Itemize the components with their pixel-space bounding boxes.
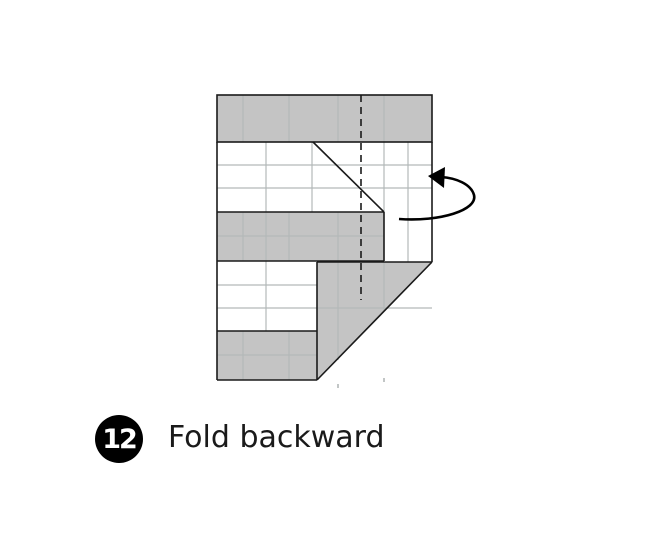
grey-band-top: [217, 95, 432, 142]
curved-arrow-backward-icon: [398, 167, 476, 221]
step-number: 12: [102, 423, 138, 455]
crease-grid: [217, 95, 432, 380]
paper-outline: [216, 94, 433, 381]
step-instruction: Fold backward: [168, 420, 385, 455]
step-number-badge: 12: [95, 415, 143, 463]
tick-marks: [337, 378, 385, 388]
